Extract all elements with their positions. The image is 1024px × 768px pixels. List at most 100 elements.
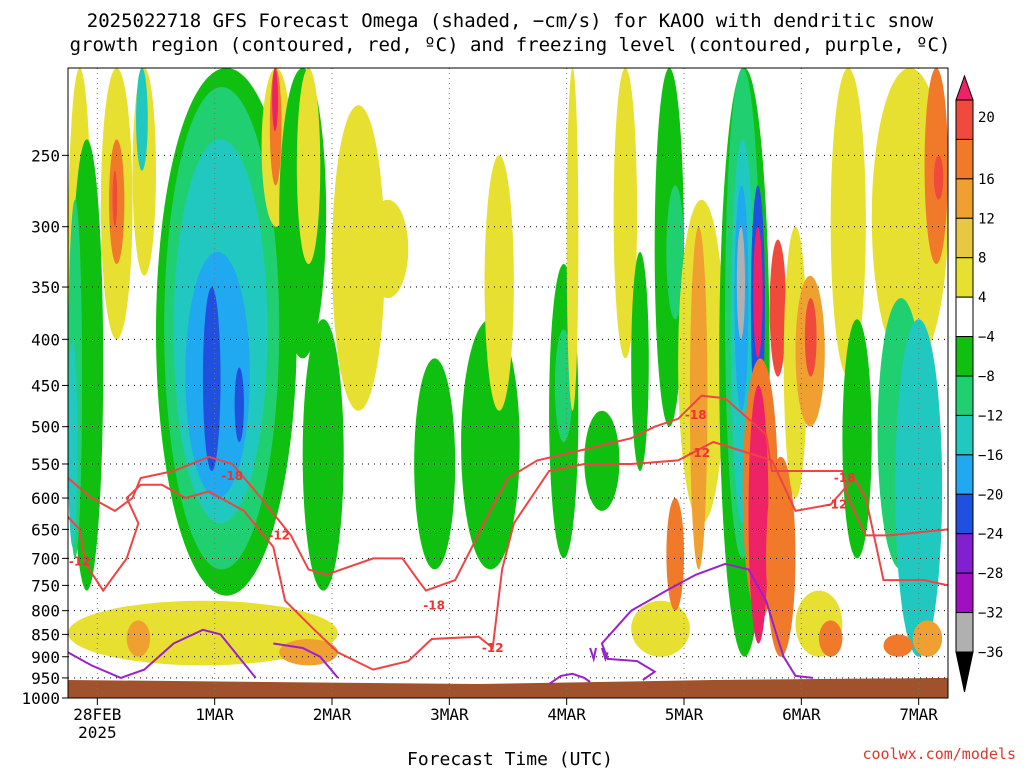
- contour-label: -18: [685, 408, 707, 422]
- colorbar-label: −36: [978, 645, 1003, 661]
- y-tick-label: 950: [31, 669, 60, 688]
- freezing-level-east-small: [548, 672, 591, 685]
- y-tick-label: 400: [31, 330, 60, 349]
- colorbar-swatch: [955, 99, 974, 140]
- omega-shading-blob: [933, 155, 944, 200]
- y-axis: 250 300 350 400 450 500 550 600 650 700 750 800 850 9…: [21, 146, 68, 708]
- omega-shading-blob: [883, 634, 913, 657]
- y-tick-label: 600: [31, 489, 60, 508]
- chart-title-line2: growth region (contoured, red, ºC) and f…: [70, 34, 951, 56]
- colorbar-swatch: [955, 336, 974, 377]
- x-axis-title: Forecast Time (UTC): [407, 749, 613, 768]
- x-tick-label: 2MAR: [313, 705, 352, 724]
- y-tick-label: 450: [31, 376, 60, 395]
- colorbar-label: −20: [978, 487, 1003, 503]
- omega-shading-blob: [766, 456, 796, 657]
- colorbar-label: −12: [978, 408, 1003, 424]
- chart-title-line1: 2025022718 GFS Forecast Omega (shaded, −…: [87, 10, 934, 32]
- colorbar-label: −4: [978, 330, 995, 346]
- watermark: coolwx.com/models: [862, 745, 1016, 763]
- omega-shading-blob: [554, 329, 573, 443]
- y-tick-label: 650: [31, 520, 60, 539]
- omega-shading-blob: [753, 226, 763, 359]
- colorbar-bottom-arrow: [955, 651, 974, 693]
- colorbar-label: 16: [978, 172, 995, 188]
- plot-area: -18 -12 -12 -18 -12 -18 -12 -18 -12: [67, 67, 949, 699]
- contours: -18 -12 -12 -18 -12 -18 -12 -18 -12: [67, 394, 949, 685]
- x-tick-label: 4MAR: [547, 705, 586, 724]
- omega-shading-blob: [484, 155, 514, 411]
- x-tick-label: 5MAR: [665, 705, 704, 724]
- x-tick-label: 6MAR: [782, 705, 821, 724]
- omega-shading-blob: [234, 367, 245, 443]
- freezing-level-west: [67, 628, 257, 679]
- y-tick-label: 1000: [21, 689, 60, 708]
- colorbar-swatch: [955, 375, 974, 416]
- y-tick-label: 800: [31, 602, 60, 621]
- x-tick-label: 1MAR: [195, 705, 234, 724]
- freezing-level-east: [600, 562, 814, 681]
- terrain-fill: [68, 677, 948, 698]
- colorbar-swatch: [955, 178, 974, 219]
- omega-shading-blob: [332, 105, 385, 411]
- x-tick-sublabel: 2025: [78, 723, 117, 742]
- omega-shading-blob: [126, 620, 151, 657]
- y-tick-label: 550: [31, 455, 60, 474]
- omega-shading-blob: [666, 498, 684, 611]
- omega-shading-blob: [136, 68, 148, 171]
- y-tick-label: 900: [31, 648, 60, 667]
- x-tick-label: 3MAR: [430, 705, 469, 724]
- omega-shading-blob: [818, 620, 843, 657]
- plot-frame: [67, 67, 949, 699]
- omega-shading-blob: [736, 226, 746, 340]
- contour-label: -18: [221, 469, 243, 483]
- grid-lines: [68, 68, 948, 699]
- omega-shading-blob: [112, 170, 118, 227]
- omega-shading-blob: [566, 68, 579, 411]
- colorbar-label: −16: [978, 448, 1003, 464]
- y-tick-label: 700: [31, 549, 60, 568]
- colorbar-swatch: [955, 257, 974, 298]
- contour-label: -18: [834, 471, 856, 485]
- omega-shading-blob: [666, 185, 684, 320]
- colorbar-label: −28: [978, 566, 1003, 582]
- omega-shading-blob: [912, 620, 943, 657]
- contour-label: -12: [268, 528, 290, 542]
- freezing-level-blip-1: [589, 647, 597, 663]
- colorbar-swatch: [955, 138, 974, 180]
- omega-shading-blob: [367, 199, 409, 299]
- omega-shading-blob: [584, 410, 620, 511]
- omega-shading-blob: [296, 68, 321, 265]
- contour-label: -12: [482, 641, 504, 655]
- y-tick-label: 250: [31, 146, 60, 165]
- omega-shading-blob: [748, 385, 769, 644]
- omega-shading-blob: [202, 287, 221, 472]
- omega-shading-blob: [631, 251, 649, 472]
- x-tick-label: 7MAR: [899, 705, 938, 724]
- omega-shading-blob: [68, 339, 78, 548]
- colorbar-label: −24: [978, 527, 1003, 543]
- colorbar-swatch: [955, 414, 974, 456]
- dendritic-contour-12: [67, 440, 949, 671]
- omega-shading-blob: [272, 68, 279, 132]
- omega-shading-blob: [769, 239, 787, 377]
- contour-label: -12: [826, 498, 848, 512]
- contour-label: -12: [69, 555, 91, 569]
- colorbar-label: 12: [978, 211, 995, 227]
- colorbar-swatch: [955, 296, 974, 338]
- colorbar-swatch: [955, 493, 974, 535]
- omega-shading-blob: [842, 319, 872, 559]
- colorbar-label: −32: [978, 606, 1003, 622]
- y-tick-label: 750: [31, 576, 60, 595]
- omega-shading: [68, 68, 948, 698]
- colorbar-swatch: [955, 572, 974, 614]
- y-tick-label: 850: [31, 625, 60, 644]
- colorbar-swatch: [955, 533, 974, 574]
- omega-shading-blob: [302, 319, 344, 591]
- colorbar-swatch: [955, 612, 974, 653]
- omega-shading-blob: [804, 298, 817, 377]
- omega-shading-blob: [631, 600, 690, 657]
- colorbar-label: 20: [978, 110, 995, 126]
